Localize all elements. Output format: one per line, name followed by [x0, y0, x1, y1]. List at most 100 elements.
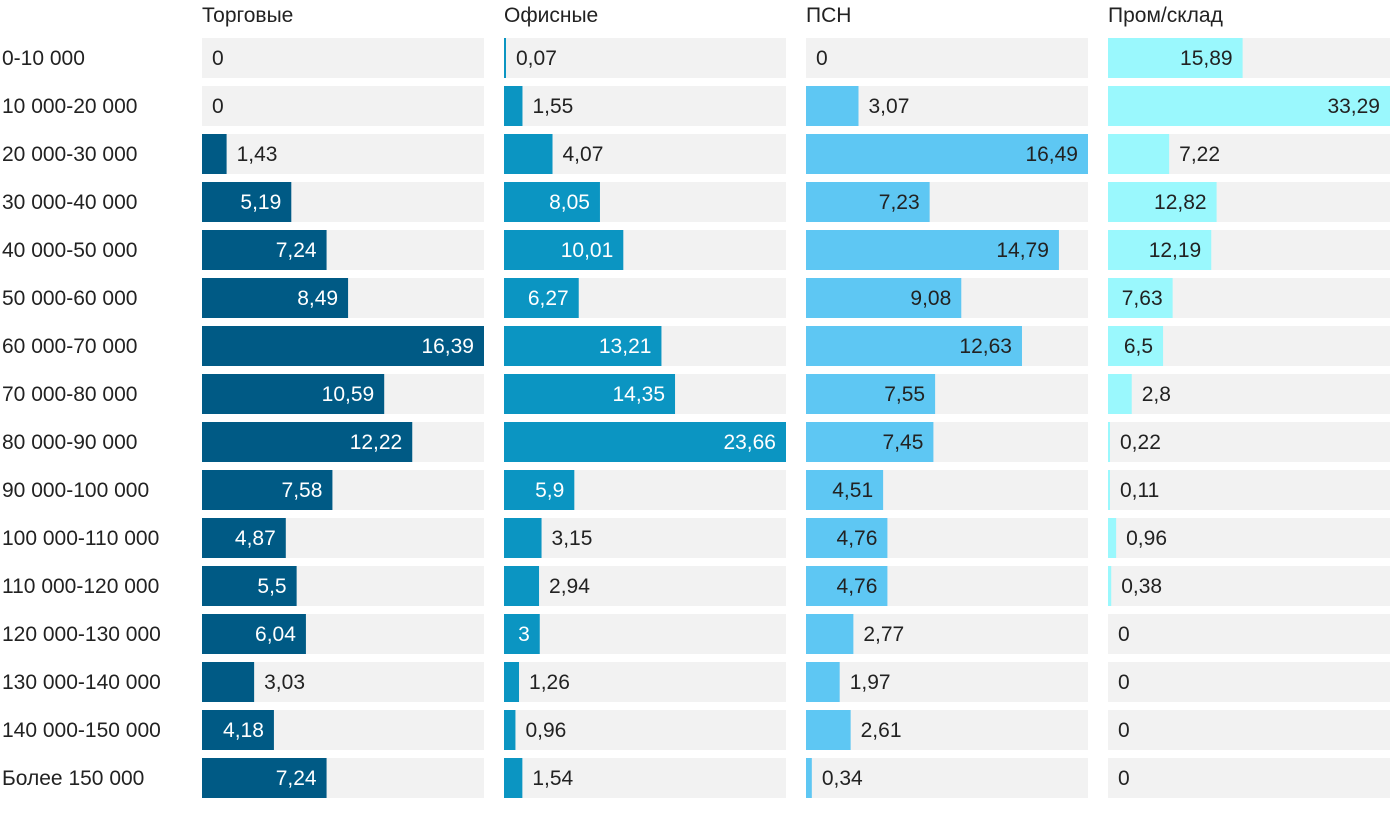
bar-track	[1108, 614, 1390, 654]
category-label: 50 000-60 000	[2, 287, 137, 310]
bar	[202, 278, 349, 318]
value-label: 0	[1118, 623, 1130, 646]
category-label: 110 000-120 000	[2, 575, 159, 598]
bar	[504, 518, 542, 558]
bar	[504, 134, 553, 174]
bar	[504, 470, 575, 510]
bar	[806, 230, 1059, 270]
value-label: 8,05	[549, 191, 590, 214]
bar	[806, 422, 934, 462]
bar-track	[806, 38, 1088, 78]
value-label: 10,01	[561, 239, 614, 262]
bar	[504, 614, 540, 654]
bar	[504, 326, 662, 366]
bar	[806, 374, 936, 414]
bar	[504, 374, 676, 414]
bar	[806, 758, 812, 798]
value-label: 7,24	[276, 239, 317, 262]
bar-track	[504, 758, 786, 798]
bar	[1108, 326, 1164, 366]
category-label: 0-10 000	[2, 47, 85, 70]
category-label: 90 000-100 000	[2, 479, 149, 502]
value-label: 1,43	[237, 143, 278, 166]
value-label: 13,21	[599, 335, 652, 358]
value-label: 0	[212, 95, 224, 118]
value-label: 7,22	[1179, 143, 1220, 166]
bar	[1108, 86, 1390, 126]
series-header: ПСН	[806, 4, 851, 27]
bar	[806, 470, 884, 510]
bar-track	[504, 518, 786, 558]
bar	[504, 86, 523, 126]
value-label: 0,07	[516, 47, 557, 70]
bar	[202, 374, 385, 414]
value-label: 12,22	[350, 431, 403, 454]
category-label: 80 000-90 000	[2, 431, 137, 454]
value-label: 2,94	[549, 575, 590, 598]
value-label: 0	[1118, 719, 1130, 742]
value-label: 12,63	[959, 335, 1012, 358]
bar	[1108, 38, 1243, 78]
bar	[806, 662, 840, 702]
bar-track	[202, 86, 484, 126]
value-label: 15,89	[1180, 47, 1233, 70]
bar	[504, 710, 516, 750]
value-label: 4,76	[837, 575, 878, 598]
bar	[1108, 470, 1110, 510]
bar	[202, 758, 327, 798]
category-label: 120 000-130 000	[2, 623, 161, 646]
bar-track	[504, 38, 786, 78]
bar	[202, 326, 484, 366]
value-label: 5,19	[240, 191, 281, 214]
value-label: 3	[518, 623, 530, 646]
bar	[504, 182, 600, 222]
value-label: 7,55	[884, 383, 925, 406]
bar-track	[1108, 566, 1390, 606]
bar	[806, 182, 930, 222]
bar-track	[806, 710, 1088, 750]
bar-track	[504, 614, 786, 654]
bar	[1108, 230, 1212, 270]
value-label: 6,5	[1124, 335, 1153, 358]
category-label: 30 000-40 000	[2, 191, 137, 214]
value-label: 4,51	[832, 479, 873, 502]
value-label: 12,19	[1149, 239, 1202, 262]
bar-track	[806, 662, 1088, 702]
value-label: 0,96	[1126, 527, 1167, 550]
category-label: 130 000-140 000	[2, 671, 161, 694]
bar	[1108, 374, 1132, 414]
series-header: Офисные	[504, 4, 598, 27]
value-label: 4,76	[837, 527, 878, 550]
value-label: 0	[1118, 767, 1130, 790]
value-label: 7,23	[879, 191, 920, 214]
bar	[806, 566, 888, 606]
bar-track	[1108, 422, 1390, 462]
bar	[202, 470, 333, 510]
category-label: 20 000-30 000	[2, 143, 137, 166]
value-label: 1,55	[532, 95, 573, 118]
value-label: 14,79	[996, 239, 1049, 262]
category-label: 10 000-20 000	[2, 95, 137, 118]
bar	[806, 614, 854, 654]
value-label: 14,35	[612, 383, 665, 406]
series-header: Торговые	[202, 4, 293, 27]
bar	[1108, 422, 1110, 462]
value-label: 7,63	[1122, 287, 1163, 310]
category-label: 60 000-70 000	[2, 335, 137, 358]
bar	[1108, 134, 1170, 174]
value-label: 0,96	[525, 719, 566, 742]
value-label: 23,66	[723, 431, 776, 454]
value-label: 2,77	[863, 623, 904, 646]
value-label: 2,8	[1142, 383, 1171, 406]
bar	[504, 422, 786, 462]
value-label: 0,11	[1120, 479, 1159, 502]
bar	[1108, 518, 1117, 558]
bar	[202, 134, 227, 174]
bar-track	[504, 662, 786, 702]
category-label: 140 000-150 000	[2, 719, 161, 742]
bar-track	[202, 38, 484, 78]
value-label: 16,39	[421, 335, 474, 358]
value-label: 1,26	[529, 671, 570, 694]
bar	[202, 614, 306, 654]
